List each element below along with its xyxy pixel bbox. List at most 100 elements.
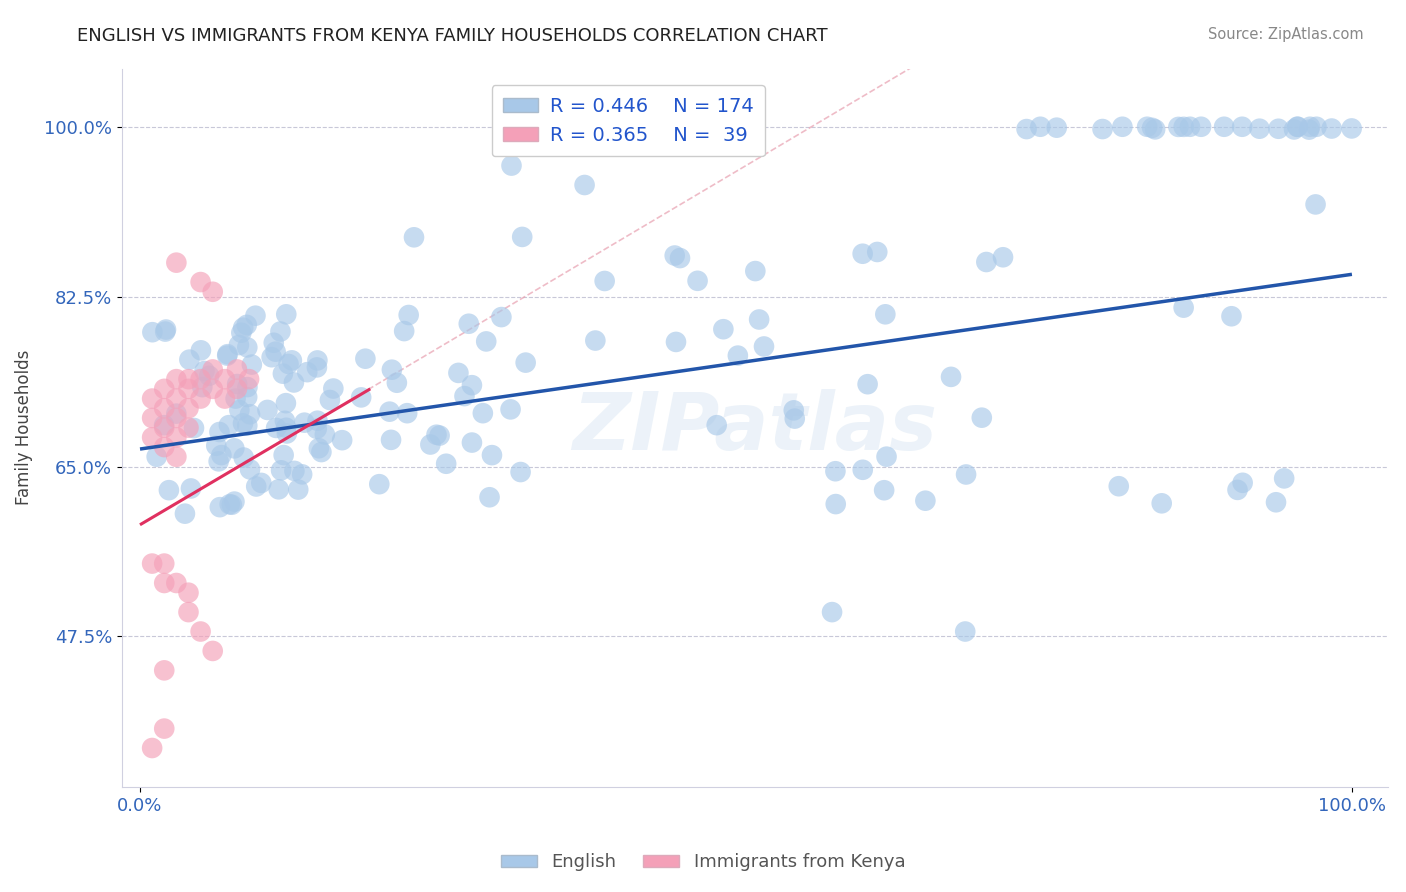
Point: [263, 335, 285, 350]
Point: [180, 482, 202, 496]
Point: [1282, 122, 1305, 136]
Point: [165, 450, 187, 464]
Point: [183, 421, 205, 435]
Point: [228, 338, 250, 352]
Point: [939, 370, 962, 384]
Point: [287, 483, 309, 497]
Point: [398, 308, 420, 322]
Point: [153, 420, 176, 434]
Text: Source: ZipAtlas.com: Source: ZipAtlas.com: [1208, 27, 1364, 42]
Point: [392, 324, 415, 338]
Point: [201, 285, 224, 299]
Point: [264, 421, 287, 435]
Point: [218, 497, 240, 511]
Point: [217, 349, 239, 363]
Point: [191, 380, 214, 394]
Point: [201, 382, 224, 396]
Point: [256, 403, 278, 417]
Point: [1220, 310, 1243, 324]
Point: [153, 440, 176, 454]
Point: [515, 356, 537, 370]
Point: [224, 442, 246, 456]
Point: [381, 362, 404, 376]
Point: [214, 392, 236, 406]
Point: [239, 462, 262, 476]
Point: [270, 463, 292, 477]
Point: [208, 425, 231, 439]
Point: [177, 420, 200, 434]
Point: [744, 264, 766, 278]
Point: [425, 427, 447, 442]
Point: [141, 430, 163, 444]
Point: [165, 372, 187, 386]
Point: [177, 372, 200, 386]
Point: [153, 418, 176, 433]
Point: [461, 378, 484, 392]
Point: [165, 255, 187, 269]
Point: [873, 483, 896, 498]
Point: [201, 362, 224, 376]
Point: [153, 557, 176, 571]
Point: [1230, 120, 1253, 134]
Point: [177, 382, 200, 396]
Point: [461, 435, 484, 450]
Point: [218, 418, 240, 433]
Point: [274, 414, 297, 428]
Point: [165, 407, 187, 421]
Point: [153, 722, 176, 736]
Point: [153, 576, 176, 591]
Point: [955, 467, 977, 482]
Point: [664, 248, 686, 262]
Point: [276, 421, 298, 435]
Point: [245, 479, 267, 493]
Point: [875, 307, 897, 321]
Point: [226, 382, 249, 396]
Point: [1226, 483, 1249, 497]
Point: [1150, 496, 1173, 510]
Point: [1046, 120, 1069, 135]
Point: [214, 372, 236, 386]
Point: [232, 450, 254, 465]
Point: [1167, 120, 1189, 134]
Point: [308, 441, 330, 455]
Text: ZIPatlas: ZIPatlas: [572, 389, 938, 467]
Point: [291, 467, 314, 482]
Point: [385, 376, 408, 390]
Point: [283, 376, 305, 390]
Point: [1015, 122, 1038, 136]
Point: [574, 178, 596, 192]
Point: [155, 322, 177, 336]
Point: [350, 391, 373, 405]
Point: [190, 392, 212, 406]
Point: [1320, 121, 1343, 136]
Point: [264, 344, 287, 359]
Point: [1189, 120, 1212, 134]
Point: [269, 325, 291, 339]
Point: [1298, 122, 1320, 136]
Point: [273, 448, 295, 462]
Point: [141, 392, 163, 406]
Point: [232, 320, 254, 334]
Point: [330, 433, 353, 447]
Text: ENGLISH VS IMMIGRANTS FROM KENYA FAMILY HOUSEHOLDS CORRELATION CHART: ENGLISH VS IMMIGRANTS FROM KENYA FAMILY …: [77, 27, 828, 45]
Point: [190, 624, 212, 639]
Point: [1272, 471, 1295, 485]
Point: [991, 250, 1014, 264]
Point: [866, 244, 889, 259]
Point: [1173, 120, 1195, 134]
Point: [193, 364, 215, 378]
Point: [1340, 121, 1362, 136]
Point: [322, 382, 344, 396]
Point: [228, 403, 250, 417]
Point: [1267, 121, 1289, 136]
Point: [783, 411, 806, 425]
Point: [297, 365, 319, 379]
Point: [1305, 120, 1327, 134]
Point: [396, 406, 419, 420]
Point: [260, 350, 283, 364]
Point: [190, 275, 212, 289]
Point: [250, 475, 273, 490]
Point: [453, 389, 475, 403]
Point: [165, 430, 187, 444]
Point: [276, 307, 298, 321]
